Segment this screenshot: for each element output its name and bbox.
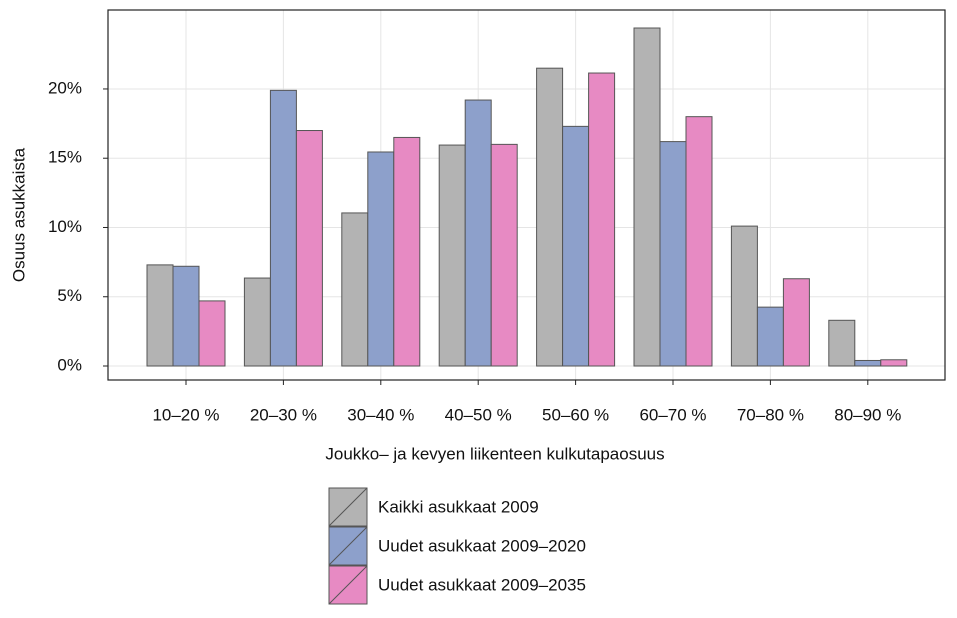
legend-label: Kaikki asukkaat 2009 <box>378 497 539 516</box>
bar <box>854 359 882 367</box>
plot-border <box>107 9 946 381</box>
legend-swatch-diagonal <box>328 565 368 605</box>
bar <box>172 265 200 367</box>
y-tick-label: 10% <box>48 217 82 236</box>
x-tick-label: 60–70 % <box>639 405 706 424</box>
bar <box>341 212 369 367</box>
legend-label: Uudet asukkaat 2009–2035 <box>378 575 586 594</box>
y-tick-label: 20% <box>48 78 82 97</box>
bar <box>782 278 810 367</box>
bar <box>438 144 466 367</box>
bar <box>367 151 395 367</box>
bar <box>295 130 323 367</box>
x-tick-label: 70–80 % <box>737 405 804 424</box>
y-tick-label: 15% <box>48 148 82 167</box>
bar <box>828 319 856 367</box>
x-axis-title: Joukko– ja kevyen liikenteen kulkutapaos… <box>325 444 664 463</box>
x-tick-label: 30–40 % <box>347 405 414 424</box>
legend-swatch-diagonal <box>328 526 368 566</box>
x-tick-label: 20–30 % <box>250 405 317 424</box>
y-tick-label: 0% <box>57 355 82 374</box>
bar <box>730 225 758 367</box>
bar <box>562 125 590 367</box>
x-tick-label: 10–20 % <box>152 405 219 424</box>
bar <box>756 306 784 367</box>
legend-swatch-diagonal <box>328 487 368 527</box>
bar <box>633 27 661 367</box>
bar <box>536 67 564 367</box>
bar <box>490 143 518 367</box>
bar <box>269 89 297 367</box>
y-tick-label: 5% <box>57 286 82 305</box>
bar <box>588 72 616 367</box>
x-tick-label: 80–90 % <box>834 405 901 424</box>
bar <box>464 99 492 367</box>
bar <box>198 300 226 367</box>
bar <box>659 141 687 367</box>
bar <box>393 136 421 367</box>
bar <box>880 359 908 367</box>
legend-label: Uudet asukkaat 2009–2020 <box>378 536 586 555</box>
bar <box>146 264 174 367</box>
y-axis-title: Osuus asukkaista <box>9 147 28 282</box>
bar <box>685 116 713 367</box>
x-tick-label: 40–50 % <box>445 405 512 424</box>
x-tick-label: 50–60 % <box>542 405 609 424</box>
bar <box>243 277 271 367</box>
